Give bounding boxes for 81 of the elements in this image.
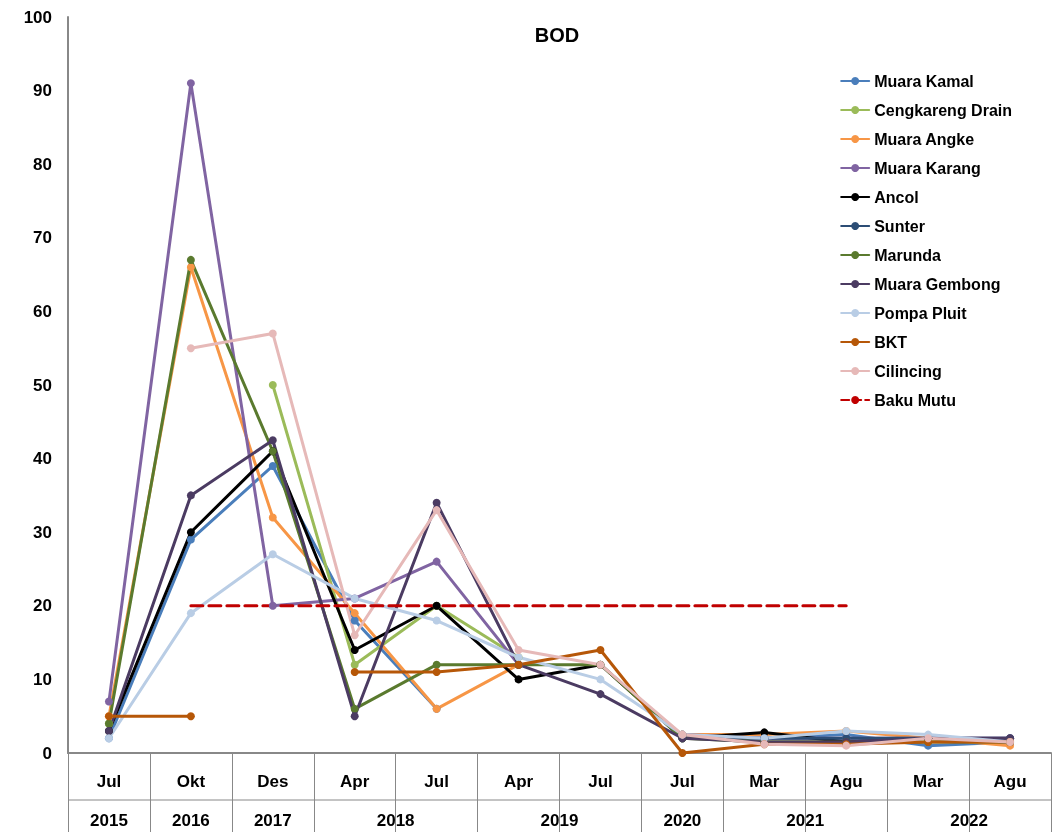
x-tick-label: Jul [670, 772, 695, 791]
legend-label: BKT [874, 333, 908, 351]
point [268, 461, 277, 470]
point [268, 601, 277, 610]
y-tick-label: 20 [33, 596, 52, 616]
point [186, 255, 195, 264]
point [268, 436, 277, 445]
point [596, 690, 605, 699]
point [514, 675, 523, 684]
point [186, 712, 195, 721]
y-tick-label: 70 [33, 228, 52, 248]
point [268, 329, 277, 338]
text: 2017 [253, 810, 292, 830]
point [596, 645, 605, 654]
point [186, 609, 195, 618]
text: 2022 [950, 810, 988, 830]
point [268, 550, 277, 559]
x-tick-label: Apr [503, 772, 534, 791]
point [350, 631, 359, 640]
y-tick-label: 10 [33, 669, 52, 689]
x-tick-label: Jul [588, 772, 613, 791]
x-tick-label: Des [257, 772, 289, 791]
point [350, 704, 359, 713]
point [268, 513, 277, 522]
point [268, 381, 277, 389]
x-tick-label: Agu [993, 772, 1027, 791]
point [350, 660, 359, 669]
y-tick-label: 90 [33, 81, 52, 101]
y-tick-label: 0 [42, 743, 52, 763]
y-tick-label: 50 [33, 375, 52, 395]
y-tick-label: 40 [33, 449, 52, 469]
legend-label: Cengkareng Drain [874, 101, 1012, 119]
x-tick-label: Jul [96, 772, 122, 791]
legend-label: Muara Kamal [874, 72, 974, 90]
point [186, 491, 195, 500]
text: 2021 [786, 810, 825, 830]
point [186, 79, 195, 88]
legend-label: Baku Mutu [874, 391, 956, 409]
x-tick-label: Agu [829, 772, 863, 791]
point [104, 697, 113, 706]
point [432, 498, 441, 507]
point [350, 609, 359, 618]
y-tick-label: 80 [33, 154, 52, 174]
x-tick-label: Mar [913, 772, 944, 791]
point [432, 668, 441, 677]
y-tick-label: 30 [33, 522, 52, 542]
point [350, 668, 359, 677]
text: 2020 [663, 810, 702, 830]
text: 2019 [540, 810, 579, 830]
point [678, 749, 687, 757]
point [432, 557, 441, 566]
y-tick-label: 100 [23, 7, 52, 27]
legend-label: Muara Angke [874, 130, 975, 148]
point [186, 263, 195, 272]
legend-label: Cilincing [874, 362, 942, 380]
y-tick-label: 60 [33, 301, 52, 321]
text: 2018 [376, 810, 415, 830]
point [186, 344, 195, 353]
point [350, 616, 359, 625]
legend-label: Sunter [874, 217, 925, 235]
chart-title: BOD [534, 24, 580, 46]
legend-label: Muara Gembong [874, 275, 1001, 293]
x-tick-label: Mar [749, 772, 780, 791]
x-tick-label: Okt [176, 772, 206, 791]
legend-label: Muara Karang [874, 159, 981, 177]
point [186, 535, 195, 544]
point [514, 645, 523, 654]
x-tick-label: Jul [424, 772, 449, 791]
text: 2016 [171, 810, 210, 830]
point [432, 660, 441, 669]
x-tick-label: Apr [340, 772, 370, 791]
legend-label: Marunda [874, 246, 941, 264]
point [350, 712, 359, 721]
text: 2015 [90, 810, 128, 830]
point [432, 616, 441, 625]
legend-label: Pompa Pluit [874, 304, 968, 322]
point [432, 506, 441, 515]
legend-label: Ancol [874, 188, 919, 206]
point [350, 645, 359, 654]
point [186, 528, 195, 537]
point [596, 675, 605, 684]
